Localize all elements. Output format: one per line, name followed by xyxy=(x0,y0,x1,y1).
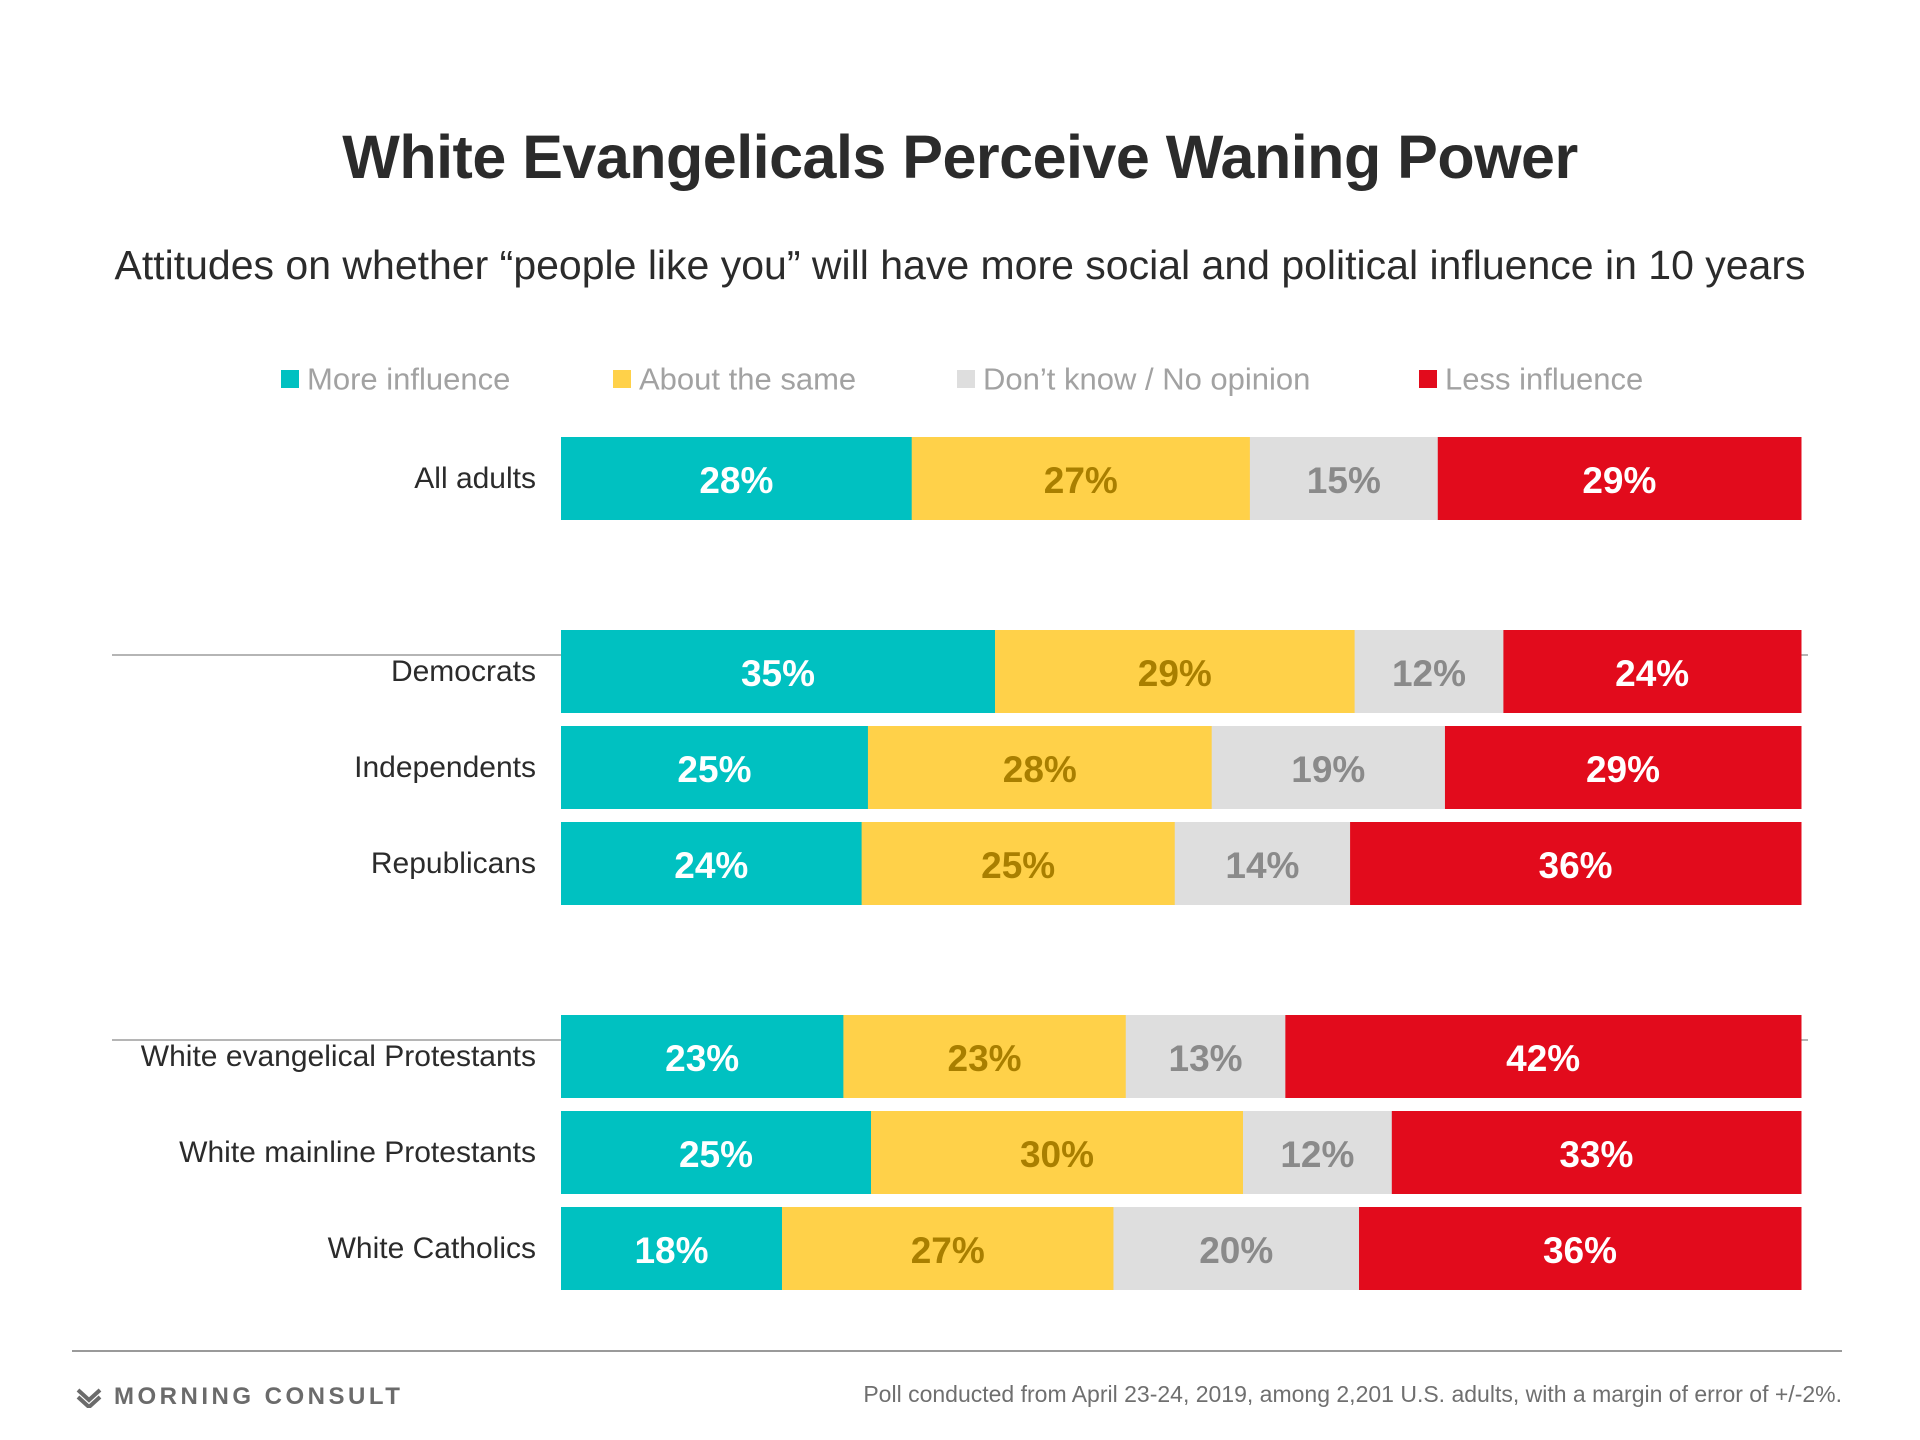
data-label: 25% xyxy=(981,845,1055,886)
category-label: White evangelical Protestants xyxy=(141,1040,536,1073)
chart-subtitle: Attitudes on whether “people like you” w… xyxy=(114,242,1806,288)
legend-label: Don’t know / No opinion xyxy=(983,362,1310,397)
data-label: 12% xyxy=(1392,653,1466,694)
data-label: 25% xyxy=(677,749,751,790)
bar-segment-about-the-same xyxy=(911,437,1251,520)
data-label: 35% xyxy=(741,653,815,694)
bar-segment-less-influence xyxy=(1350,822,1802,905)
data-label: 19% xyxy=(1291,749,1365,790)
bar-segment-more-influence xyxy=(561,726,869,809)
bar-segment-don-t-know-no-opinion xyxy=(1174,822,1351,905)
bar-segment-don-t-know-no-opinion xyxy=(1249,437,1439,520)
data-label: 28% xyxy=(699,460,773,501)
data-label: 29% xyxy=(1138,653,1212,694)
bar-segment-more-influence xyxy=(561,630,996,713)
bar-segment-don-t-know-no-opinion xyxy=(1125,1015,1286,1098)
data-label: 12% xyxy=(1280,1134,1354,1175)
legend-swatch xyxy=(613,370,631,388)
data-label: 30% xyxy=(1020,1134,1094,1175)
data-label: 13% xyxy=(1169,1038,1243,1079)
data-label: 24% xyxy=(674,845,748,886)
data-label: 20% xyxy=(1199,1230,1273,1271)
bar-segment-less-influence xyxy=(1444,726,1802,809)
bar-segment-about-the-same xyxy=(867,726,1213,809)
stacked-bar-chart: More influence About the same Don’t know /… xyxy=(112,362,1808,1290)
data-label: 36% xyxy=(1543,1230,1617,1271)
bar-row-republicans: Republicans 24% 25% 14% 36% xyxy=(371,822,1802,905)
legend-swatch xyxy=(281,370,299,388)
bar-row-democrats: Democrats 35% 29% 12% 24% xyxy=(391,630,1802,713)
category-label: White Catholics xyxy=(328,1232,536,1265)
bar-row-white-evangelical-protestants: White evangelical Protestants 23% 23% 13% 42… xyxy=(141,1015,1802,1098)
data-label: 28% xyxy=(1003,749,1077,790)
data-label: 33% xyxy=(1559,1134,1633,1175)
legend-swatch xyxy=(957,370,975,388)
bar-segment-don-t-know-no-opinion xyxy=(1354,630,1504,713)
bar-segment-about-the-same xyxy=(871,1111,1244,1194)
data-label: 24% xyxy=(1615,653,1689,694)
data-label: 23% xyxy=(665,1038,739,1079)
bar-segment-more-influence xyxy=(561,822,863,905)
data-label: 27% xyxy=(911,1230,985,1271)
bar-segment-less-influence xyxy=(1503,630,1802,713)
legend-label: About the same xyxy=(639,362,856,397)
data-label: 42% xyxy=(1506,1038,1580,1079)
bar-segment-more-influence xyxy=(561,1015,844,1098)
bar-segment-more-influence xyxy=(561,1111,872,1194)
category-label: White mainline Protestants xyxy=(179,1136,536,1169)
bar-segment-don-t-know-no-opinion xyxy=(1243,1111,1393,1194)
footer-divider xyxy=(72,1350,1842,1352)
legend-swatch xyxy=(1419,370,1437,388)
legend-item-don-t-know-no-opinion: Don’t know / No opinion xyxy=(957,362,1310,397)
bar-segment-about-the-same xyxy=(843,1015,1127,1098)
data-label: 25% xyxy=(679,1134,753,1175)
bar-segment-less-influence xyxy=(1359,1207,1802,1290)
bar-segment-about-the-same xyxy=(781,1207,1114,1290)
data-label: 14% xyxy=(1225,845,1299,886)
legend-item-less-influence: Less influence xyxy=(1419,362,1643,397)
footnote: Poll conducted from April 23-24, 2019, a… xyxy=(863,1381,1842,1407)
bar-row-all-adults: All adults 28% 27% 15% 29% xyxy=(414,437,1802,520)
data-label: 29% xyxy=(1582,460,1656,501)
data-label: 27% xyxy=(1044,460,1118,501)
data-label: 23% xyxy=(948,1038,1022,1079)
category-label: Republicans xyxy=(371,847,536,880)
chart-title: White Evangelicals Perceive Waning Power xyxy=(342,123,1578,191)
bar-segment-don-t-know-no-opinion xyxy=(1211,726,1446,809)
bar-segment-less-influence xyxy=(1285,1015,1802,1098)
morning-consult-logo-icon xyxy=(76,1388,102,1408)
brand: MORNING CONSULT xyxy=(76,1382,403,1412)
data-label: 29% xyxy=(1586,749,1660,790)
legend-label: More influence xyxy=(307,362,510,397)
bar-row-independents: Independents 25% 28% 19% 29% xyxy=(354,726,1802,809)
bar-segment-don-t-know-no-opinion xyxy=(1113,1207,1360,1290)
bar-row-white-mainline-protestants: White mainline Protestants 25% 30% 12% 33% xyxy=(179,1111,1802,1194)
bar-segment-more-influence xyxy=(561,437,913,520)
category-label: All adults xyxy=(414,462,536,495)
legend-item-about-the-same: About the same xyxy=(613,362,856,397)
bar-segment-about-the-same xyxy=(861,822,1176,905)
bar-segment-about-the-same xyxy=(995,630,1356,713)
bar-segment-less-influence xyxy=(1437,437,1802,520)
brand-name: MORNING CONSULT xyxy=(114,1383,404,1410)
legend-item-more-influence: More influence xyxy=(281,362,510,397)
data-label: 15% xyxy=(1307,460,1381,501)
legend-label: Less influence xyxy=(1445,362,1643,397)
bar-segment-less-influence xyxy=(1391,1111,1802,1194)
data-label: 36% xyxy=(1539,845,1613,886)
category-label: Independents xyxy=(354,751,536,784)
bar-row-white-catholics: White Catholics 18% 27% 20% 36% xyxy=(328,1207,1802,1290)
bar-segment-more-influence xyxy=(561,1207,783,1290)
category-label: Democrats xyxy=(391,655,536,688)
data-label: 18% xyxy=(634,1230,708,1271)
